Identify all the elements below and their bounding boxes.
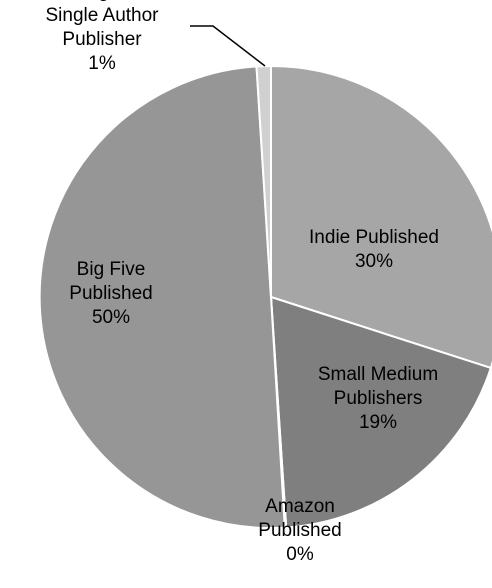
pie-label-line: Published (69, 283, 152, 304)
pie-label-line: Big Five (77, 259, 146, 280)
pie-label-line: 50% (92, 307, 130, 328)
pie-label-2: Amazon Published 0% (258, 496, 341, 565)
pie-slices (38, 64, 492, 530)
pie-slice-4 (255, 64, 272, 298)
pie-label-line: Amazon (265, 496, 335, 517)
pie-label-line: 19% (359, 412, 397, 433)
pie-label-line: 0% (286, 544, 314, 565)
pie-label-line: 1% (88, 53, 116, 74)
pie-label-3: Big Five Published 50% (69, 259, 152, 328)
pie-label-line: Single Author (45, 5, 159, 26)
pie-label-0: Indie Published 30% (309, 227, 439, 272)
leader-line-uncategorized (190, 25, 266, 67)
pie-slice-3 (38, 65, 286, 530)
pie-label-line: Uncategorized/ (38, 0, 167, 2)
pie-slice-1 (270, 296, 492, 529)
pie-label-line: 30% (355, 251, 393, 272)
pie-label-line: Publishers (334, 388, 423, 409)
pie-label-line: Indie Published (309, 227, 439, 248)
pie-label-line: Small Medium (318, 364, 438, 385)
pie-label-1: Small Medium Publishers 19% (318, 364, 438, 433)
pie-slice-0 (270, 65, 492, 369)
pie-label-line: Publisher (62, 29, 142, 50)
pie-labels: Indie Published 30% Small Medium Publishers… (38, 0, 439, 565)
pie-label-4: Uncategorized/Single Author Publisher 1% (38, 0, 167, 74)
pie-label-line: Published (258, 520, 341, 541)
